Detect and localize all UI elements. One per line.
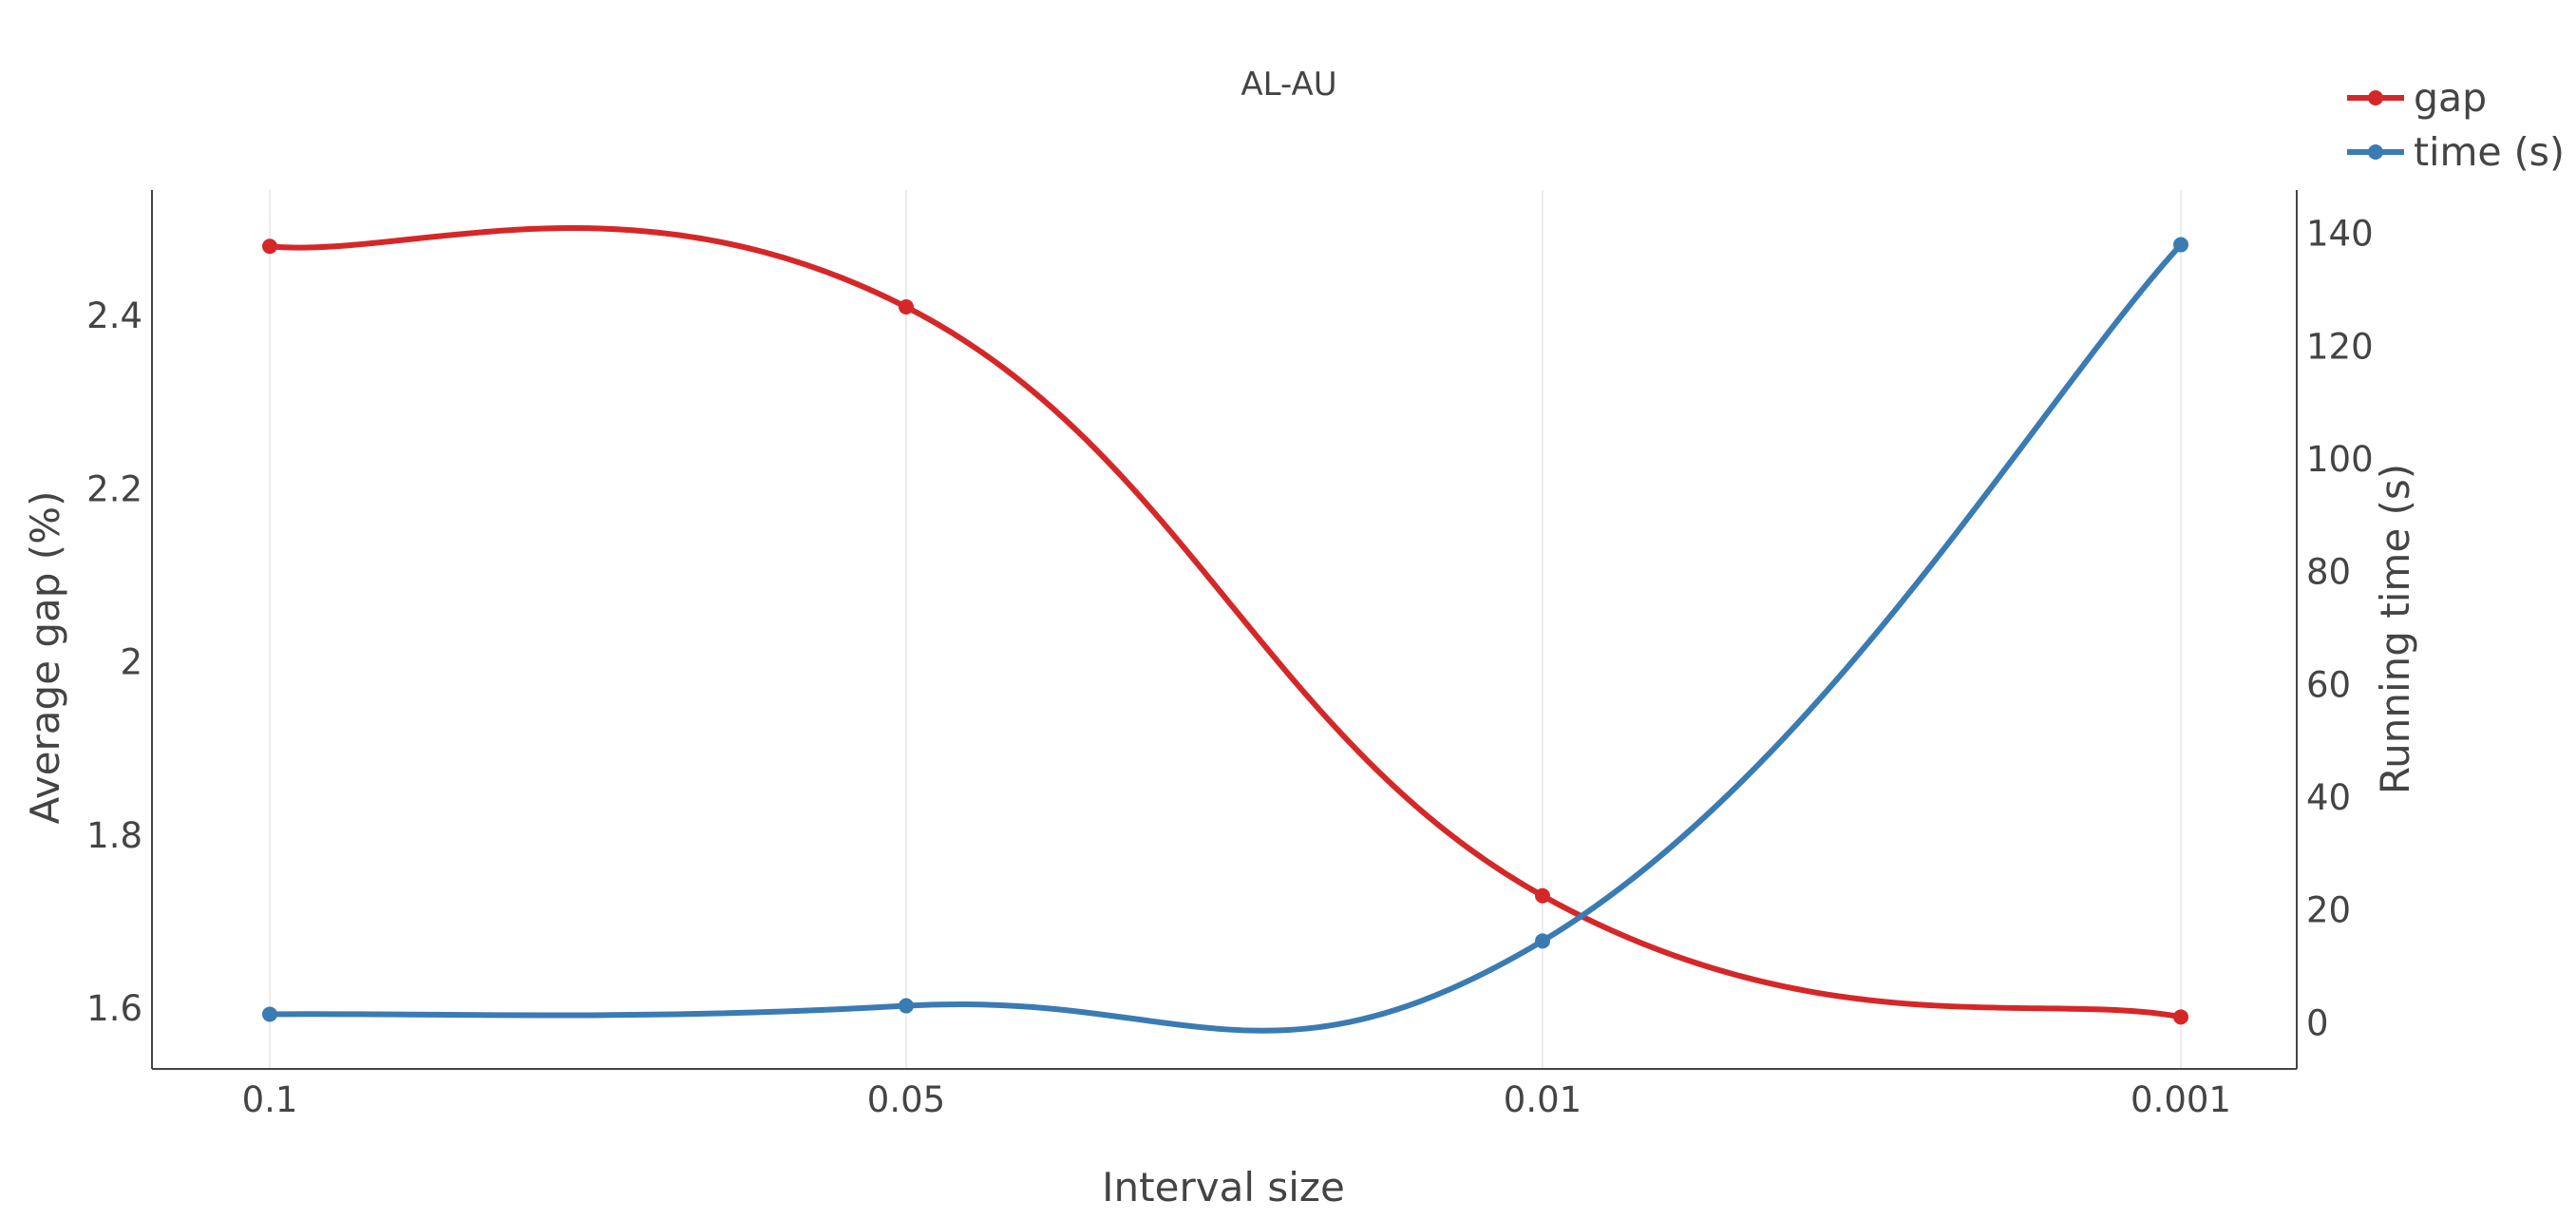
series-line-gap	[267, 225, 2184, 1020]
series-line-time	[267, 241, 2184, 1034]
data-point-time[interactable]	[2173, 237, 2188, 253]
legend-marker-gap	[2368, 90, 2383, 105]
x-axis-title: Interval size	[1102, 1164, 1345, 1210]
y2-tick-label: 80	[2306, 552, 2351, 593]
y2-tick-label: 40	[2306, 777, 2351, 818]
y2-tick-label: 120	[2306, 326, 2374, 367]
grid-layer	[269, 190, 2182, 1069]
legend-item-gap[interactable]: gap	[2347, 75, 2487, 121]
y2-tick-label: 0	[2306, 1002, 2329, 1043]
y-tick-label: 1.8	[86, 815, 142, 856]
y2-tick-label: 140	[2306, 214, 2374, 255]
y2-tick-label: 20	[2306, 890, 2351, 931]
data-point-gap[interactable]	[2173, 1009, 2188, 1025]
data-point-gap[interactable]	[262, 238, 277, 255]
y-axis-title: Average gap (%)	[22, 491, 68, 825]
data-point-time[interactable]	[1535, 933, 1550, 949]
y-tick-label: 2.4	[86, 295, 142, 336]
legend-marker-time	[2368, 144, 2383, 160]
data-point-gap[interactable]	[1535, 887, 1550, 904]
data-point-time[interactable]	[899, 998, 914, 1014]
legend-label-time: time (s)	[2414, 129, 2565, 175]
legend-item-time[interactable]: time (s)	[2347, 129, 2565, 175]
y2-tick-label: 100	[2306, 439, 2374, 480]
ticks-layer: 0.1 0.05 0.01 0.001 1.6 1.8 2 2.2 2.4 0 20 40 60 80 10…	[86, 214, 2373, 1120]
x-tick-label: 0.05	[867, 1079, 945, 1120]
y-tick-label: 1.6	[86, 988, 142, 1029]
y-tick-label: 2	[120, 642, 142, 683]
data-point-time[interactable]	[262, 1006, 277, 1022]
legend-label-gap: gap	[2414, 75, 2487, 121]
x-tick-label: 0.1	[242, 1079, 298, 1120]
x-tick-label: 0.01	[1504, 1079, 1582, 1120]
axes-layer	[151, 190, 2298, 1070]
data-point-gap[interactable]	[899, 299, 914, 315]
y-tick-label: 2.2	[86, 468, 142, 509]
chart-title: AL-AU	[1241, 66, 1336, 104]
y2-tick-label: 60	[2306, 664, 2351, 705]
y2-axis-title: Running time (s)	[2372, 464, 2418, 794]
legend: gap time (s)	[2347, 75, 2565, 175]
x-tick-label: 0.001	[2131, 1079, 2231, 1120]
series-layer	[262, 225, 2188, 1034]
